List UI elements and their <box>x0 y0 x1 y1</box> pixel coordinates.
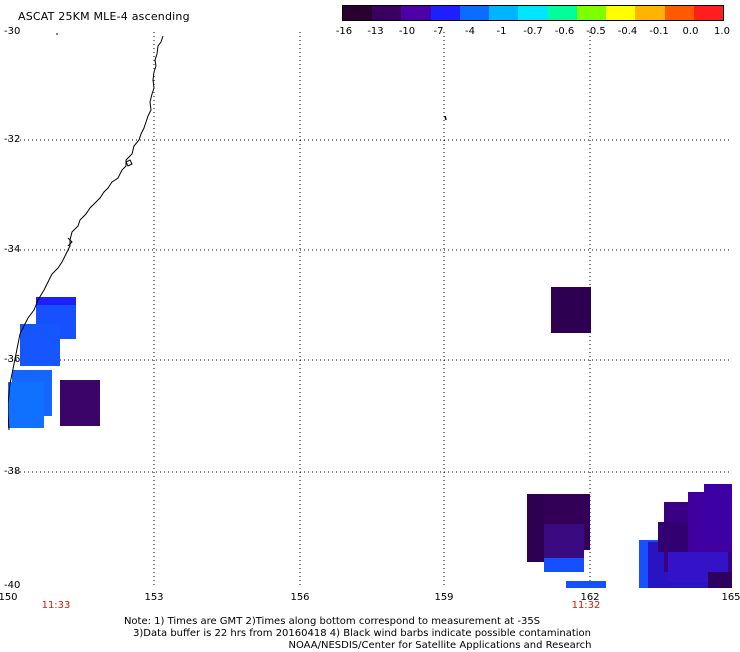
data-cell <box>544 524 584 562</box>
lat-label: -32 <box>4 134 21 145</box>
lat-label: -30 <box>4 26 21 37</box>
pass-time: 11:32 <box>571 600 601 611</box>
lon-label: 150 <box>0 592 18 603</box>
colorbar-swatch <box>664 6 694 20</box>
data-cell <box>658 522 688 552</box>
colorbar-label: -0.1 <box>649 26 669 37</box>
map-title: ASCAT 25KM MLE-4 ascending <box>18 10 190 23</box>
pass-time: 11:33 <box>41 600 71 611</box>
data-cell <box>8 382 44 428</box>
coast-inlet <box>67 237 73 247</box>
colorbar-label: 0.0 <box>682 26 699 37</box>
colorbar-swatch <box>693 6 724 20</box>
data-cell <box>708 572 732 588</box>
colorbar-label: -16 <box>335 26 353 37</box>
data-cell <box>60 380 100 426</box>
colorbar-label: -0.6 <box>554 26 575 37</box>
data-cell <box>704 484 732 544</box>
graticule <box>8 32 732 588</box>
data-cell <box>20 324 60 366</box>
coast-inlet <box>125 159 133 167</box>
lon-label: 165 <box>721 592 740 603</box>
data-cell <box>566 581 606 588</box>
colorbar-swatch <box>576 6 607 20</box>
lat-label: -40 <box>4 580 21 591</box>
wind-cells <box>8 287 732 588</box>
lat-label: -36 <box>4 354 21 365</box>
coastline <box>8 35 164 431</box>
data-cell <box>36 297 76 305</box>
lat-label: -34 <box>4 244 21 255</box>
colorbar-label: -1 <box>496 26 507 37</box>
lon-label: 162 <box>580 592 600 603</box>
colorbar-swatch <box>635 6 665 20</box>
colorbar-swatch <box>459 6 490 20</box>
data-cell <box>544 558 584 572</box>
lon-label: 153 <box>144 592 164 603</box>
colorbar-label: -0.7 <box>523 26 543 37</box>
colorbar-swatch <box>372 6 402 20</box>
island-mark <box>444 115 447 121</box>
lon-label: 156 <box>290 592 310 603</box>
lon-label: 159 <box>434 592 454 603</box>
colorbar-swatch <box>518 6 548 20</box>
data-cell <box>551 287 591 333</box>
colorbar-label: -0.5 <box>586 26 606 37</box>
note-line-2: 3)Data buffer is 22 hrs from 20160418 4)… <box>133 628 591 639</box>
colorbar-label: -7 <box>433 26 444 37</box>
note-line-1: Note: 1) Times are GMT 2)Times along bot… <box>123 616 541 627</box>
colorbar-label: -13 <box>367 26 384 37</box>
colorbar-swatch <box>606 6 636 20</box>
colorbar-swatch <box>401 6 431 20</box>
colorbar-swatch <box>547 6 577 20</box>
colorbar-swatch <box>489 6 519 20</box>
lat-label: -38 <box>4 466 21 477</box>
colorbar-label: -10 <box>398 26 416 37</box>
colorbar-label: -0.4 <box>617 26 638 37</box>
colorbar-label: 1.0 <box>714 26 730 37</box>
note-line-3: NOAA/NESDIS/Center for Satellite Applica… <box>288 640 592 651</box>
colorbar-label: -4 <box>465 26 475 37</box>
colorbar <box>342 5 724 21</box>
colorbar-swatch <box>430 6 460 20</box>
colorbar-swatch <box>343 6 373 20</box>
map-plot <box>8 32 732 588</box>
